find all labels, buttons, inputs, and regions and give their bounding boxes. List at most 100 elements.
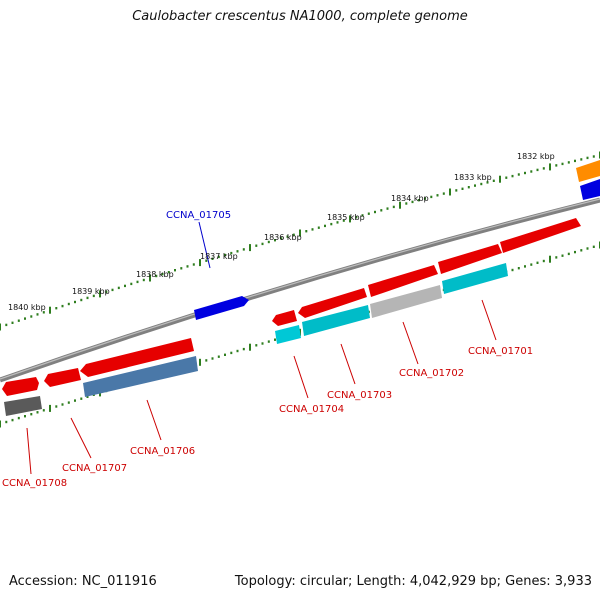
gene-label-ccna-01706[interactable]: CCNA_01706 [130,446,195,457]
outer-major-tick [199,259,201,267]
gene-label-ccna-01703[interactable]: CCNA_01703 [327,390,392,401]
inner-minor-tick [55,405,58,408]
outer-minor-tick [242,248,245,251]
outer-minor-tick [230,251,233,255]
outer-minor-tick [317,226,320,229]
outer-minor-tick [24,317,26,320]
outer-major-tick [349,215,351,223]
outer-minor-tick [586,156,589,160]
gene-orange[interactable] [576,160,600,182]
genome-backbone [0,197,600,383]
gene-label-ccna-01705[interactable]: CCNA_01705 [166,210,231,221]
outer-minor-tick [17,319,20,322]
gene-label-ccna-01704[interactable]: CCNA_01704 [279,404,344,415]
outer-minor-tick [530,170,533,173]
outer-minor-tick [267,240,270,244]
outer-minor-tick [74,300,76,304]
scale-label: 1837 kbp [200,252,238,261]
outer-minor-tick [380,209,383,212]
inner-minor-tick [24,415,26,418]
outer-minor-tick [42,311,45,314]
outer-minor-tick [467,186,470,189]
outer-minor-tick [436,194,439,197]
leader-ccna-01703 [340,343,356,385]
inner-minor-tick [261,342,264,345]
outer-minor-tick [386,207,389,210]
outer-minor-tick [211,257,214,260]
gene-ccna-01708-red[interactable] [2,377,39,396]
outer-minor-tick [461,187,464,190]
leader-ccna-01708 [26,427,32,475]
outer-minor-tick [574,159,576,163]
gene-ccna-01701[interactable] [500,218,581,253]
outer-minor-tick [255,244,258,247]
outer-tick-track [0,151,600,331]
gene-red-a[interactable] [368,265,438,297]
gene-gray-01702[interactable] [370,285,442,318]
scale-label: 1838 kbp [136,270,174,279]
outer-major-tick [449,188,451,196]
inner-minor-tick [42,409,45,412]
inner-minor-tick [5,420,8,424]
inner-minor-tick [236,349,239,353]
outer-minor-tick [592,155,595,158]
gene-steel-01706[interactable] [83,356,198,397]
inner-minor-tick [224,353,226,356]
outer-minor-tick [105,290,108,294]
inner-minor-tick [211,357,214,360]
outer-minor-tick [505,176,508,179]
scale-label: 1840 kbp [8,303,46,312]
gene-ccna-01705[interactable] [194,296,249,320]
gene-blue-edge[interactable] [580,179,600,200]
gene-ccna-01702[interactable] [438,244,502,274]
outer-minor-tick [480,182,483,186]
outer-minor-tick [142,278,145,282]
outer-minor-tick [205,259,208,262]
inner-minor-tick [580,249,583,252]
outer-minor-tick [442,192,445,195]
outer-minor-tick [392,205,395,209]
gene-ccna-01706-red[interactable] [80,338,194,377]
outer-major-tick [399,201,401,209]
leader-ccna-01705 [198,221,211,269]
outer-minor-tick [536,168,539,172]
topology-summary: Topology: circular; Length: 4,042,929 bp… [234,574,592,589]
gene-label-ccna-01701[interactable]: CCNA_01701 [468,346,533,357]
inner-minor-tick [217,355,220,358]
outer-minor-tick [167,271,170,274]
outer-minor-tick [55,307,58,310]
inner-minor-tick [242,347,245,351]
gene-red-c[interactable] [272,310,297,326]
gene-label-ccna-01702[interactable]: CCNA_01702 [399,368,464,379]
inner-minor-tick [567,252,570,256]
gene-label-ccna-01708[interactable]: CCNA_01708 [2,478,67,489]
inner-minor-tick [86,395,89,398]
inner-major-tick [249,343,251,351]
outer-minor-tick [374,210,376,214]
genome-backbone-highlight [0,198,600,380]
gene-ccna-01707[interactable] [44,368,81,387]
outer-minor-tick [474,184,476,187]
outer-minor-tick [411,200,414,204]
gene-cyan-01701[interactable] [442,263,508,294]
gene-cyan-01704[interactable] [275,325,301,344]
gene-dark-01708[interactable] [4,396,42,416]
outer-major-tick [149,274,151,282]
outer-minor-tick [336,221,339,224]
leader-ccna-01707 [70,417,92,459]
scale-label: 1832 kbp [517,152,555,161]
outer-minor-tick [161,272,164,276]
inner-major-tick [549,255,551,263]
outer-minor-tick [5,323,8,327]
gene-cyan-01703[interactable] [302,305,370,336]
outer-minor-tick [186,265,189,268]
gene-red-b[interactable] [298,288,367,318]
outer-minor-tick [405,202,408,205]
leader-ccna-01701 [481,299,497,341]
gene-label-ccna-01707[interactable]: CCNA_01707 [62,463,127,474]
outer-minor-tick [274,239,276,242]
inner-minor-tick [74,399,76,402]
outer-minor-tick [192,263,195,266]
